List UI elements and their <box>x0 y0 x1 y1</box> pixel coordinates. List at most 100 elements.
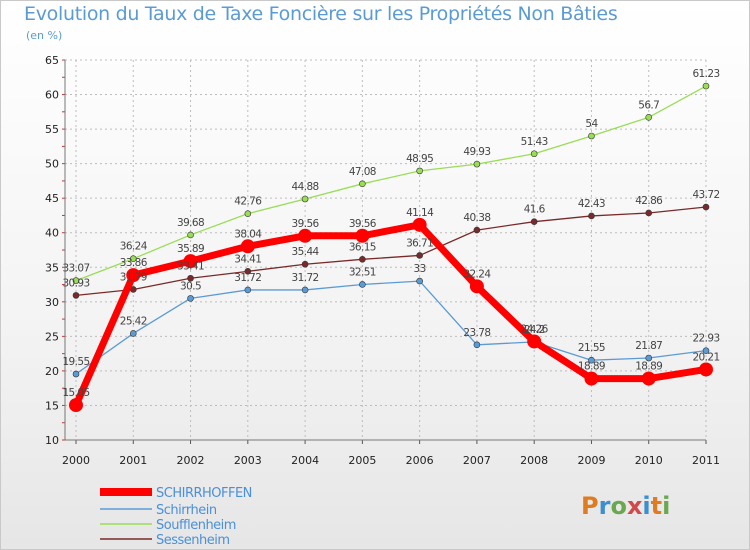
data-label-sessenheim: 36.71 <box>406 237 433 249</box>
axis-layer: 10 15 20 25 30 35 40 45 50 55 60 65 2000 2001 2002 2003… <box>45 54 720 467</box>
series-line-schirrhoffen <box>72 221 707 407</box>
data-point-schirrhoffen <box>126 268 141 283</box>
data-point-sessenheim <box>301 260 309 268</box>
data-label-schirrhoffen: 32.24 <box>463 268 491 280</box>
data-label-sessenheim: 36.15 <box>349 241 376 253</box>
data-point-schirrhoffen <box>527 334 542 349</box>
data-label-soufflenheim: 51.43 <box>521 136 548 148</box>
data-label-sessenheim: 30.93 <box>62 277 89 289</box>
series-line-soufflenheim <box>75 85 707 282</box>
data-label-soufflenheim: 33.07 <box>62 263 89 275</box>
data-point-schirrhein <box>244 286 252 294</box>
chart-title: Evolution du Taux de Taxe Foncière sur l… <box>24 3 618 25</box>
data-label-schirrhoffen: 41.14 <box>406 207 434 219</box>
data-label-schirrhein: 23.78 <box>463 327 490 339</box>
data-label-layer: 15.05 33.86 35.89 38.04 39.56 39.56 41.14 32.24… <box>62 68 720 399</box>
data-point-schirrhein <box>702 347 710 354</box>
y-tick-label: 55 <box>45 123 59 136</box>
data-point-sessenheim <box>702 203 710 211</box>
data-label-soufflenheim: 47.08 <box>349 166 376 178</box>
data-point-schirrhein <box>187 295 194 302</box>
x-tick-label: 2004 <box>291 454 319 467</box>
y-tick-label: 15 <box>45 399 59 412</box>
data-label-schirrhein: 24.2 <box>524 324 545 336</box>
data-label-schirrhoffen: 33.86 <box>120 257 148 269</box>
x-tick-label: 2005 <box>348 454 376 467</box>
data-label-schirrhein: 31.72 <box>292 272 319 284</box>
data-label-schirrhoffen: 24.26 <box>521 323 549 335</box>
data-point-schirrhoffen <box>355 228 370 243</box>
data-label-schirrhein: 30.5 <box>180 280 201 292</box>
data-point-schirrhein <box>129 330 137 337</box>
data-point-sessenheim <box>244 268 252 275</box>
data-label-sessenheim: 42.43 <box>578 198 605 210</box>
series-layer <box>69 82 713 413</box>
data-label-schirrhoffen: 20.21 <box>692 351 719 363</box>
data-label-schirrhein: 21.55 <box>578 342 605 354</box>
y-tick-label: 45 <box>45 192 59 205</box>
data-point-soufflenheim <box>359 180 366 188</box>
data-point-schirrhein <box>301 286 309 294</box>
data-point-soufflenheim <box>301 195 309 203</box>
data-label-soufflenheim: 44.88 <box>292 181 319 193</box>
y-tick-label: 25 <box>45 330 59 343</box>
data-label-soufflenheim: 56.7 <box>638 99 659 111</box>
x-tick-label: 2009 <box>577 454 605 467</box>
data-point-soufflenheim <box>473 160 481 168</box>
data-label-soufflenheim: 39.68 <box>177 217 204 229</box>
data-point-schirrhoffen <box>69 398 83 413</box>
data-point-schirrhein <box>72 370 80 378</box>
data-point-sessenheim <box>72 292 80 299</box>
data-point-sessenheim <box>530 218 538 225</box>
data-point-schirrhoffen <box>469 279 484 294</box>
data-point-sessenheim <box>359 256 366 263</box>
y-tick-label: 35 <box>45 261 59 274</box>
data-point-schirrhein <box>645 354 653 362</box>
data-point-sessenheim <box>187 274 194 282</box>
data-point-soufflenheim <box>416 167 423 175</box>
data-point-schirrhein <box>416 277 423 285</box>
data-point-soufflenheim <box>129 255 137 263</box>
data-label-sessenheim: 31.79 <box>120 271 147 283</box>
data-point-schirrhoffen <box>183 254 198 269</box>
legend-label-soufflenheim: Soufflenheim <box>156 518 236 533</box>
x-tick-label: 2011 <box>692 454 720 467</box>
data-label-soufflenheim: 49.93 <box>463 146 490 158</box>
series-line-schirrhein <box>75 280 707 375</box>
data-point-schirrhein <box>588 356 595 364</box>
data-point-sessenheim <box>473 226 481 234</box>
series-line-sessenheim <box>75 206 707 297</box>
data-label-schirrhoffen: 18.89 <box>578 361 605 373</box>
grid-layer <box>65 59 707 441</box>
x-tick-label: 2000 <box>62 454 90 467</box>
legend-label-schirrhein: Schirrhein <box>156 503 217 518</box>
data-label-schirrhoffen: 39.56 <box>292 218 320 230</box>
data-point-soufflenheim <box>244 210 252 217</box>
data-point-soufflenheim <box>187 231 194 239</box>
data-point-soufflenheim <box>645 114 653 121</box>
x-tick-label: 2003 <box>234 454 262 467</box>
y-tick-label: 40 <box>45 227 59 240</box>
data-point-schirrhoffen <box>641 371 656 386</box>
data-label-sessenheim: 35.44 <box>292 246 320 258</box>
data-label-sessenheim: 43.72 <box>692 189 719 201</box>
data-point-sessenheim <box>588 212 595 220</box>
legend-label-schirrhoffen: SCHIRRHOFFEN <box>156 486 252 501</box>
data-label-sessenheim: 40.38 <box>463 212 490 224</box>
data-point-soufflenheim <box>588 132 595 140</box>
proxiti-logo: Proxiti <box>581 492 671 520</box>
y-tick-label: 10 <box>45 434 59 447</box>
data-point-schirrhoffen <box>240 239 255 254</box>
data-point-schirrhoffen <box>298 228 313 243</box>
data-point-schirrhein <box>359 281 366 288</box>
data-label-schirrhein: 31.72 <box>234 272 261 284</box>
x-tick-label: 2008 <box>520 454 548 467</box>
data-label-soufflenheim: 61.23 <box>692 68 719 80</box>
data-label-sessenheim: 34.41 <box>234 253 261 265</box>
data-point-schirrhein <box>473 341 481 349</box>
data-label-schirrhoffen: 38.04 <box>234 228 262 240</box>
data-label-schirrhoffen: 15.05 <box>62 387 89 399</box>
data-label-schirrhein: 22.93 <box>692 333 719 345</box>
